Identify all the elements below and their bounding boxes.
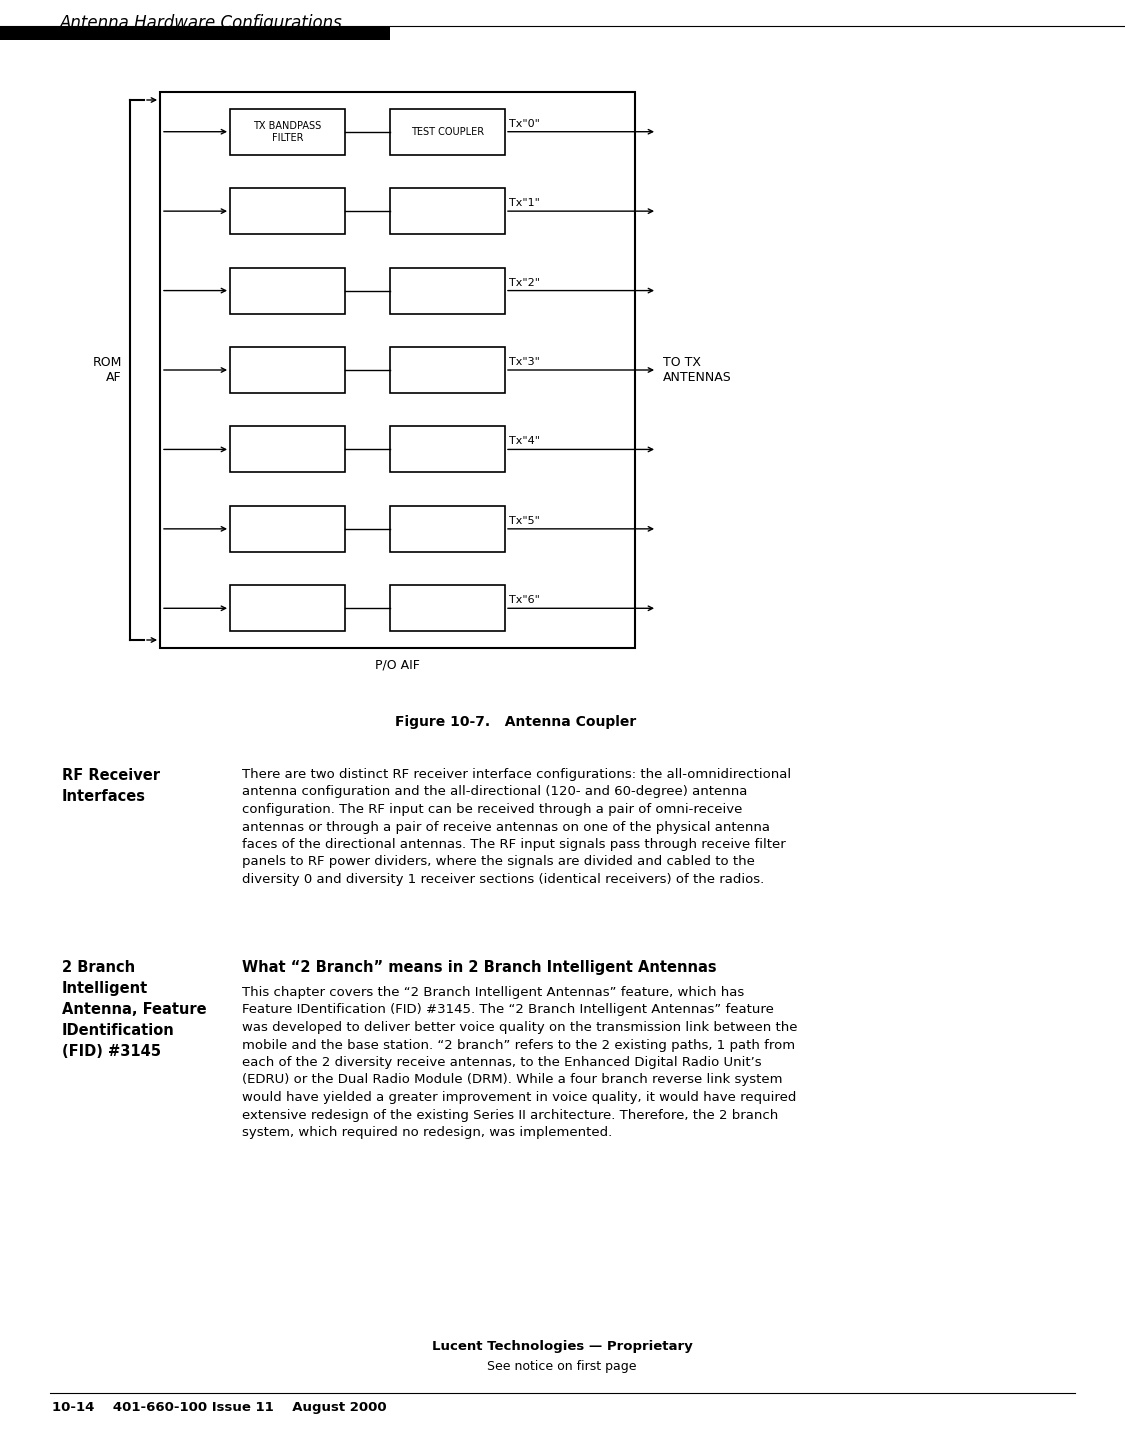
- Text: Tx"1": Tx"1": [508, 199, 540, 209]
- Text: There are two distinct RF receiver interface configurations: the all-omnidirecti: There are two distinct RF receiver inter…: [242, 768, 791, 887]
- Bar: [390, 426, 505, 472]
- Bar: [390, 347, 505, 393]
- Text: Tx"3": Tx"3": [508, 358, 540, 368]
- Text: TX BANDPASS
FILTER: TX BANDPASS FILTER: [253, 122, 322, 143]
- Bar: [229, 347, 345, 393]
- Bar: [390, 267, 505, 313]
- Text: TEST COUPLER: TEST COUPLER: [411, 127, 484, 137]
- Text: 10-14    401-660-100 Issue 11    August 2000: 10-14 401-660-100 Issue 11 August 2000: [52, 1401, 387, 1414]
- Text: Tx"0": Tx"0": [508, 119, 540, 129]
- Text: P/O AIF: P/O AIF: [375, 658, 420, 671]
- Text: Tx"4": Tx"4": [508, 436, 540, 446]
- Text: Lucent Technologies — Proprietary: Lucent Technologies — Proprietary: [432, 1340, 692, 1353]
- Text: ROM
AF: ROM AF: [92, 356, 122, 385]
- Bar: [160, 92, 634, 648]
- Text: Tx"5": Tx"5": [508, 516, 540, 526]
- Bar: [390, 506, 505, 552]
- Bar: [229, 109, 345, 154]
- Text: 2 Branch
Intelligent
Antenna, Feature
IDentification
(FID) #3145: 2 Branch Intelligent Antenna, Feature ID…: [62, 960, 207, 1060]
- Bar: [390, 585, 505, 631]
- Text: What “2 Branch” means in 2 Branch Intelligent Antennas: What “2 Branch” means in 2 Branch Intell…: [242, 960, 717, 975]
- Bar: [390, 109, 505, 154]
- Text: Antenna Hardware Configurations: Antenna Hardware Configurations: [60, 14, 343, 31]
- Text: Tx"6": Tx"6": [508, 595, 540, 605]
- Text: Figure 10-7.   Antenna Coupler: Figure 10-7. Antenna Coupler: [395, 715, 637, 729]
- Bar: [229, 426, 345, 472]
- Text: TO TX
ANTENNAS: TO TX ANTENNAS: [663, 356, 731, 385]
- Bar: [229, 267, 345, 313]
- Bar: [229, 585, 345, 631]
- Bar: [229, 506, 345, 552]
- Text: RF Receiver
Interfaces: RF Receiver Interfaces: [62, 768, 160, 804]
- Bar: [229, 189, 345, 235]
- Text: Tx"2": Tx"2": [508, 277, 540, 287]
- Text: See notice on first page: See notice on first page: [487, 1360, 637, 1373]
- Text: This chapter covers the “2 Branch Intelligent Antennas” feature, which has
Featu: This chapter covers the “2 Branch Intell…: [242, 987, 798, 1140]
- Bar: [390, 189, 505, 235]
- Bar: [0, 26, 390, 40]
